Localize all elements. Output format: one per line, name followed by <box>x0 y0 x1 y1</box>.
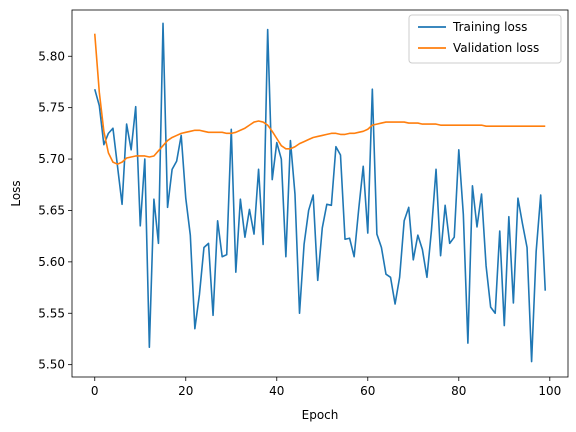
y-tick-label: 5.70 <box>38 152 65 166</box>
legend-label-training-loss: Training loss <box>452 20 527 34</box>
x-axis-ticks: 0 20 40 60 80 100 <box>91 377 561 398</box>
legend-box <box>408 14 562 64</box>
y-tick-label: 5.80 <box>38 49 65 63</box>
series-line-validation-loss <box>93 33 546 165</box>
y-tick-label: 5.55 <box>38 306 65 320</box>
legend: Training loss Validation loss <box>408 14 562 64</box>
y-tick-label: 5.60 <box>38 255 65 269</box>
y-tick-label: 5.50 <box>38 358 65 372</box>
y-axis-label: Loss <box>9 180 23 206</box>
x-tick-label: 40 <box>269 384 284 398</box>
y-axis-ticks: 5.50 5.55 5.60 5.65 5.70 5.75 5.80 <box>38 49 72 372</box>
x-tick-label: 80 <box>451 384 466 398</box>
x-tick-label: 0 <box>91 384 99 398</box>
series-line-training-loss <box>93 22 547 363</box>
x-axis-label: Epoch <box>302 408 339 422</box>
plot-frame <box>71 9 569 378</box>
y-tick-label: 5.75 <box>38 101 65 115</box>
x-tick-label: 100 <box>538 384 561 398</box>
x-tick-label: 60 <box>360 384 375 398</box>
legend-label-validation-loss: Validation loss <box>453 41 539 55</box>
x-tick-label: 20 <box>178 384 193 398</box>
plot-lines <box>93 22 547 363</box>
y-tick-label: 5.65 <box>38 203 65 217</box>
